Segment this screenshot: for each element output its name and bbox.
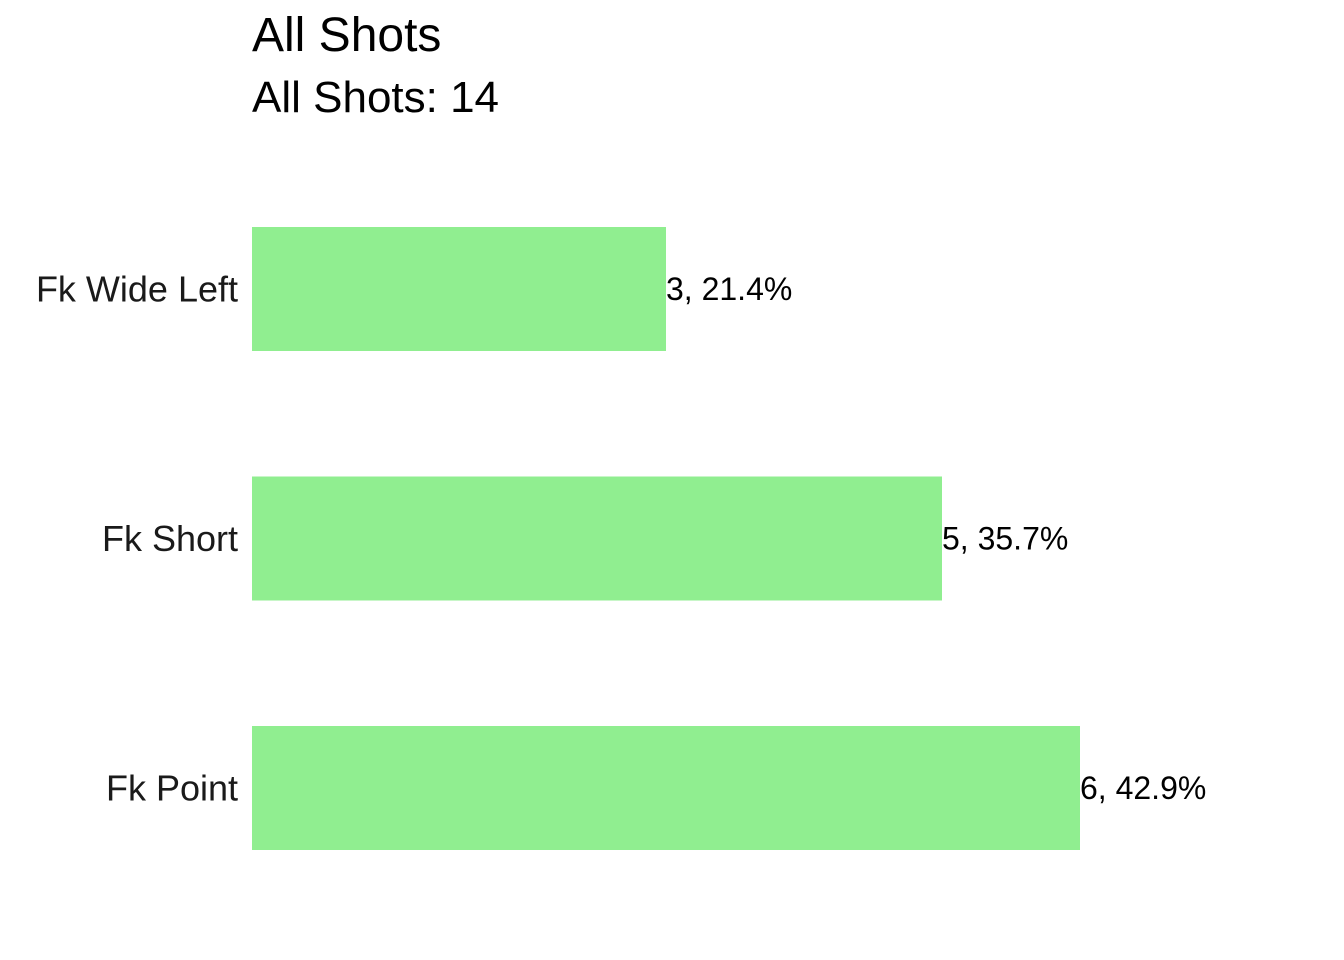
bar-fk-point bbox=[252, 726, 1080, 850]
data-label: 6, 42.9% bbox=[1080, 770, 1206, 806]
chart-title: All Shots bbox=[252, 9, 442, 62]
bar-fk-short bbox=[252, 476, 942, 601]
data-label: 3, 21.4% bbox=[666, 271, 792, 307]
data-label: 5, 35.7% bbox=[942, 521, 1068, 557]
chart-subtitle: All Shots: 14 bbox=[252, 73, 500, 122]
category-label: Fk Wide Left bbox=[36, 269, 238, 310]
category-label: Fk Short bbox=[102, 518, 238, 559]
bar-fk-wide-left bbox=[252, 227, 666, 351]
category-label: Fk Point bbox=[106, 768, 238, 809]
